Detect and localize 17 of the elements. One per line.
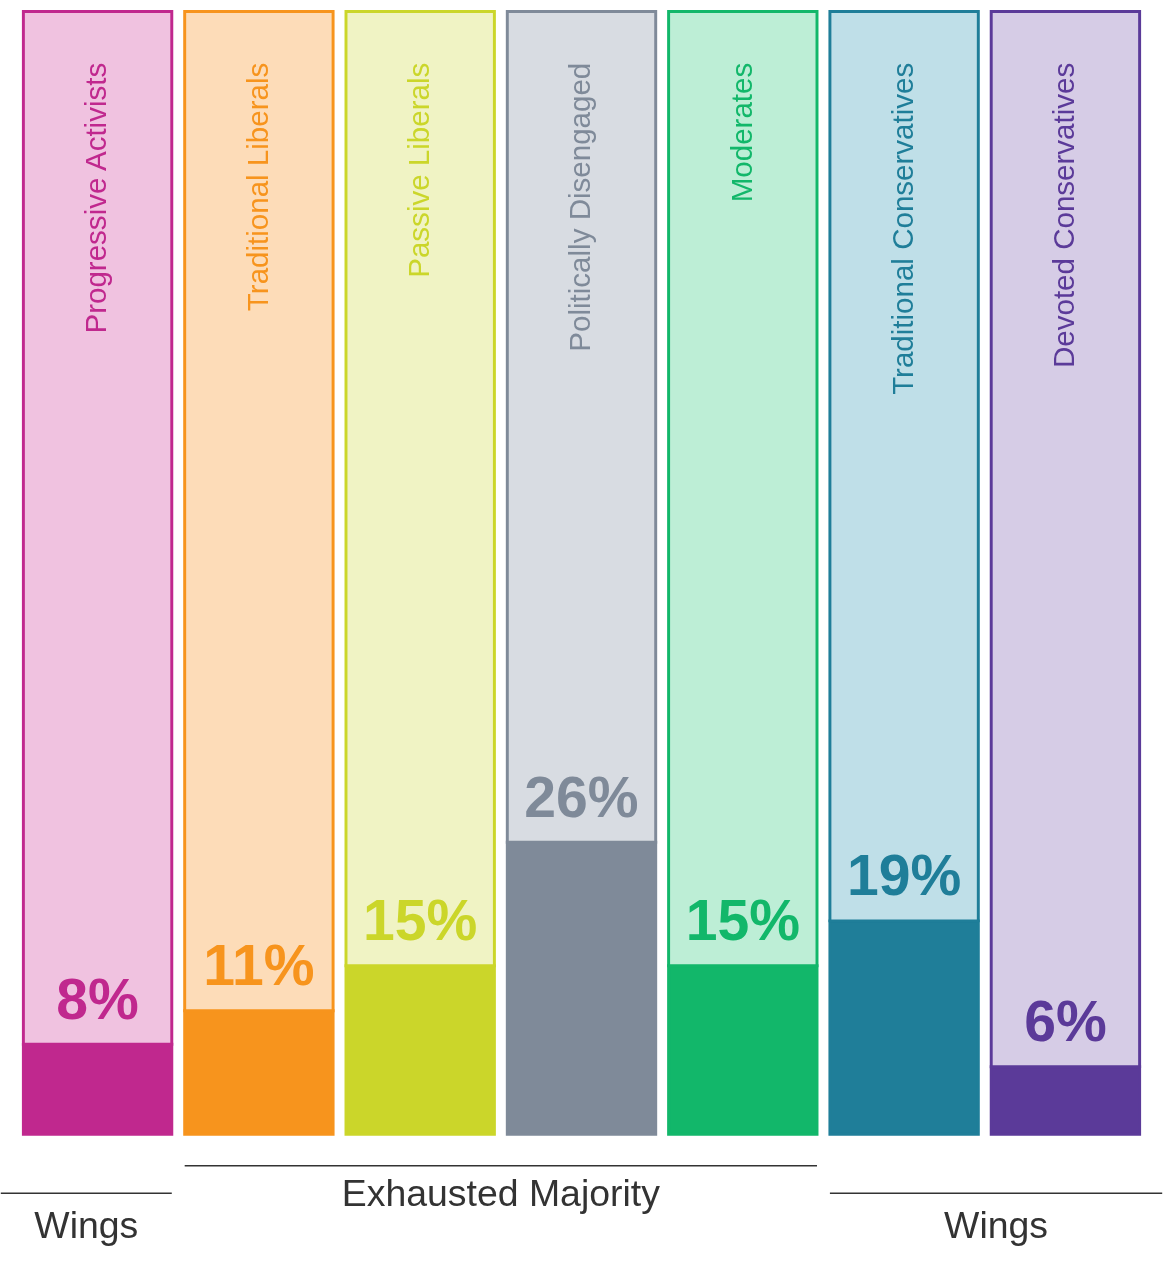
x-tick-label: Progressive Activists	[79, 62, 113, 334]
data-label: 15%	[363, 888, 478, 953]
data-label: 15%	[685, 888, 800, 953]
x-tick-label: Devoted Conservatives	[1047, 62, 1081, 369]
data-label: 26%	[524, 764, 639, 829]
x-tick-label: Traditional Liberals	[240, 62, 274, 312]
x-tick-label: Traditional Conservatives	[885, 62, 919, 395]
data-label: 8%	[56, 966, 139, 1031]
x-tick-label: Moderates	[724, 62, 758, 203]
text: Wings	[34, 1203, 139, 1246]
text: Exhausted Majority	[341, 1172, 661, 1215]
data-label: 11%	[203, 933, 315, 998]
data-label: 6%	[1024, 989, 1107, 1054]
x-tick-label: Politically Disengaged	[563, 62, 597, 352]
data-label: 19%	[846, 843, 962, 908]
x-tick-label: Passive Liberals	[402, 62, 436, 278]
text: Wings	[944, 1203, 1049, 1246]
